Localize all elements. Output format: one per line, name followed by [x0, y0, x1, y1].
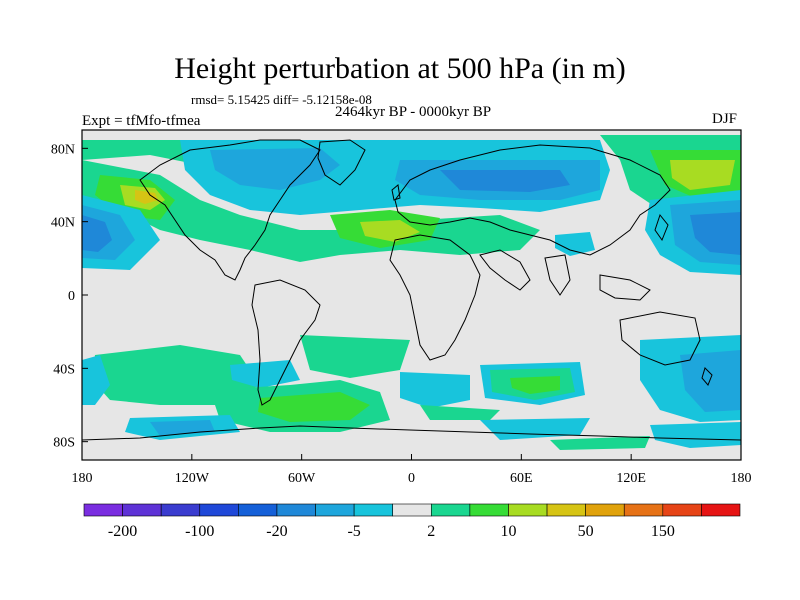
contour-region-yellow [360, 220, 420, 242]
colorbar-swatch [83, 503, 123, 517]
colorbar-swatch [392, 503, 432, 517]
contour-region-green [300, 335, 410, 378]
x-axis: 180 120W 60W 0 60E 120E 180 [72, 454, 752, 486]
x-tick-label: 0 [408, 471, 415, 486]
colorbar-label: -5 [347, 523, 360, 540]
colorbar-swatch [623, 503, 664, 517]
contour-region-blue [680, 350, 741, 412]
contour-region-yellow [670, 160, 735, 190]
y-tick-label: 40N [51, 216, 75, 231]
colorbar-swatch [701, 503, 741, 517]
contour-region-cyan [230, 360, 300, 388]
coastlines [82, 139, 741, 441]
experiment-label: Expt = tfMfo-tfmea [82, 113, 201, 129]
colorbar-label: -200 [108, 523, 137, 540]
colorbar-swatch [238, 503, 278, 517]
colorbar-swatch [469, 503, 509, 517]
colorbar-swatch [122, 503, 162, 517]
contour-region-deepblue [440, 170, 570, 192]
page-title: Height perturbation at 500 hPa (in m) [174, 52, 626, 85]
x-tick-label: 180 [72, 471, 93, 486]
rmsd-stats-text: rmsd= 5.15425 diff= -5.12158e-08 [191, 92, 372, 107]
contour-region-cyan [555, 232, 595, 256]
y-tick-label: 0 [68, 289, 75, 304]
colorbar-swatch [160, 503, 201, 517]
colorbar-swatch [662, 503, 702, 517]
colorbar-swatch [508, 503, 548, 517]
colorbar-label: -20 [266, 523, 287, 540]
contour-region-gold [135, 190, 158, 204]
contour-region-cyan [650, 422, 741, 448]
x-tick-label: 120E [616, 471, 646, 486]
x-tick-label: 60W [288, 471, 316, 486]
contour-region-deepblue [690, 212, 741, 255]
x-tick-label: 60E [510, 471, 533, 486]
contour-region-cyan [82, 355, 110, 405]
x-tick-label: 180 [731, 471, 752, 486]
colorbar-swatch [276, 503, 316, 517]
colorbar-swatch [546, 503, 586, 517]
colorbar: -200 -100 -20 -5 2 10 50 150 [83, 503, 741, 540]
contour-region-cyan [400, 372, 470, 408]
colorbar-label: -100 [185, 523, 214, 540]
contour-region-green [420, 405, 500, 420]
season-label: DJF [712, 111, 738, 127]
contour-region-green [550, 436, 650, 450]
contour-region-lime [510, 376, 560, 394]
colorbar-swatch [199, 503, 239, 517]
map-plot-area [82, 130, 741, 460]
contour-region-blue [210, 148, 340, 190]
colorbar-swatch [430, 503, 471, 517]
colorbar-swatch [315, 503, 355, 517]
contour-region-deepblue [82, 215, 112, 252]
y-tick-label: 40S [53, 362, 75, 377]
colorbar-swatch [585, 503, 625, 517]
colorbar-label: 10 [500, 523, 516, 540]
colorbar-label: 50 [578, 523, 594, 540]
y-axis: 80N 40N 0 40S 80S [51, 142, 88, 451]
colorbar-label: 150 [651, 523, 675, 540]
colorbar-swatch [353, 503, 394, 517]
period-label: 2464kyr BP - 0000kyr BP [334, 104, 492, 120]
y-tick-label: 80N [51, 142, 75, 157]
y-tick-label: 80S [53, 436, 75, 451]
colorbar-label: 2 [427, 523, 435, 540]
x-tick-label: 120W [175, 471, 210, 486]
contour-region-lime [258, 392, 370, 422]
contour-fill-layer [82, 135, 741, 450]
